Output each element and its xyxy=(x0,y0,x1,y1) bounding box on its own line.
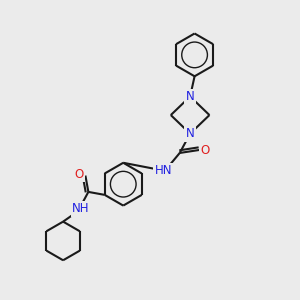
Text: HN: HN xyxy=(154,164,172,177)
Text: NH: NH xyxy=(72,202,90,215)
Text: O: O xyxy=(200,143,210,157)
Text: N: N xyxy=(186,90,194,103)
Text: N: N xyxy=(186,127,194,140)
Text: O: O xyxy=(74,168,83,181)
